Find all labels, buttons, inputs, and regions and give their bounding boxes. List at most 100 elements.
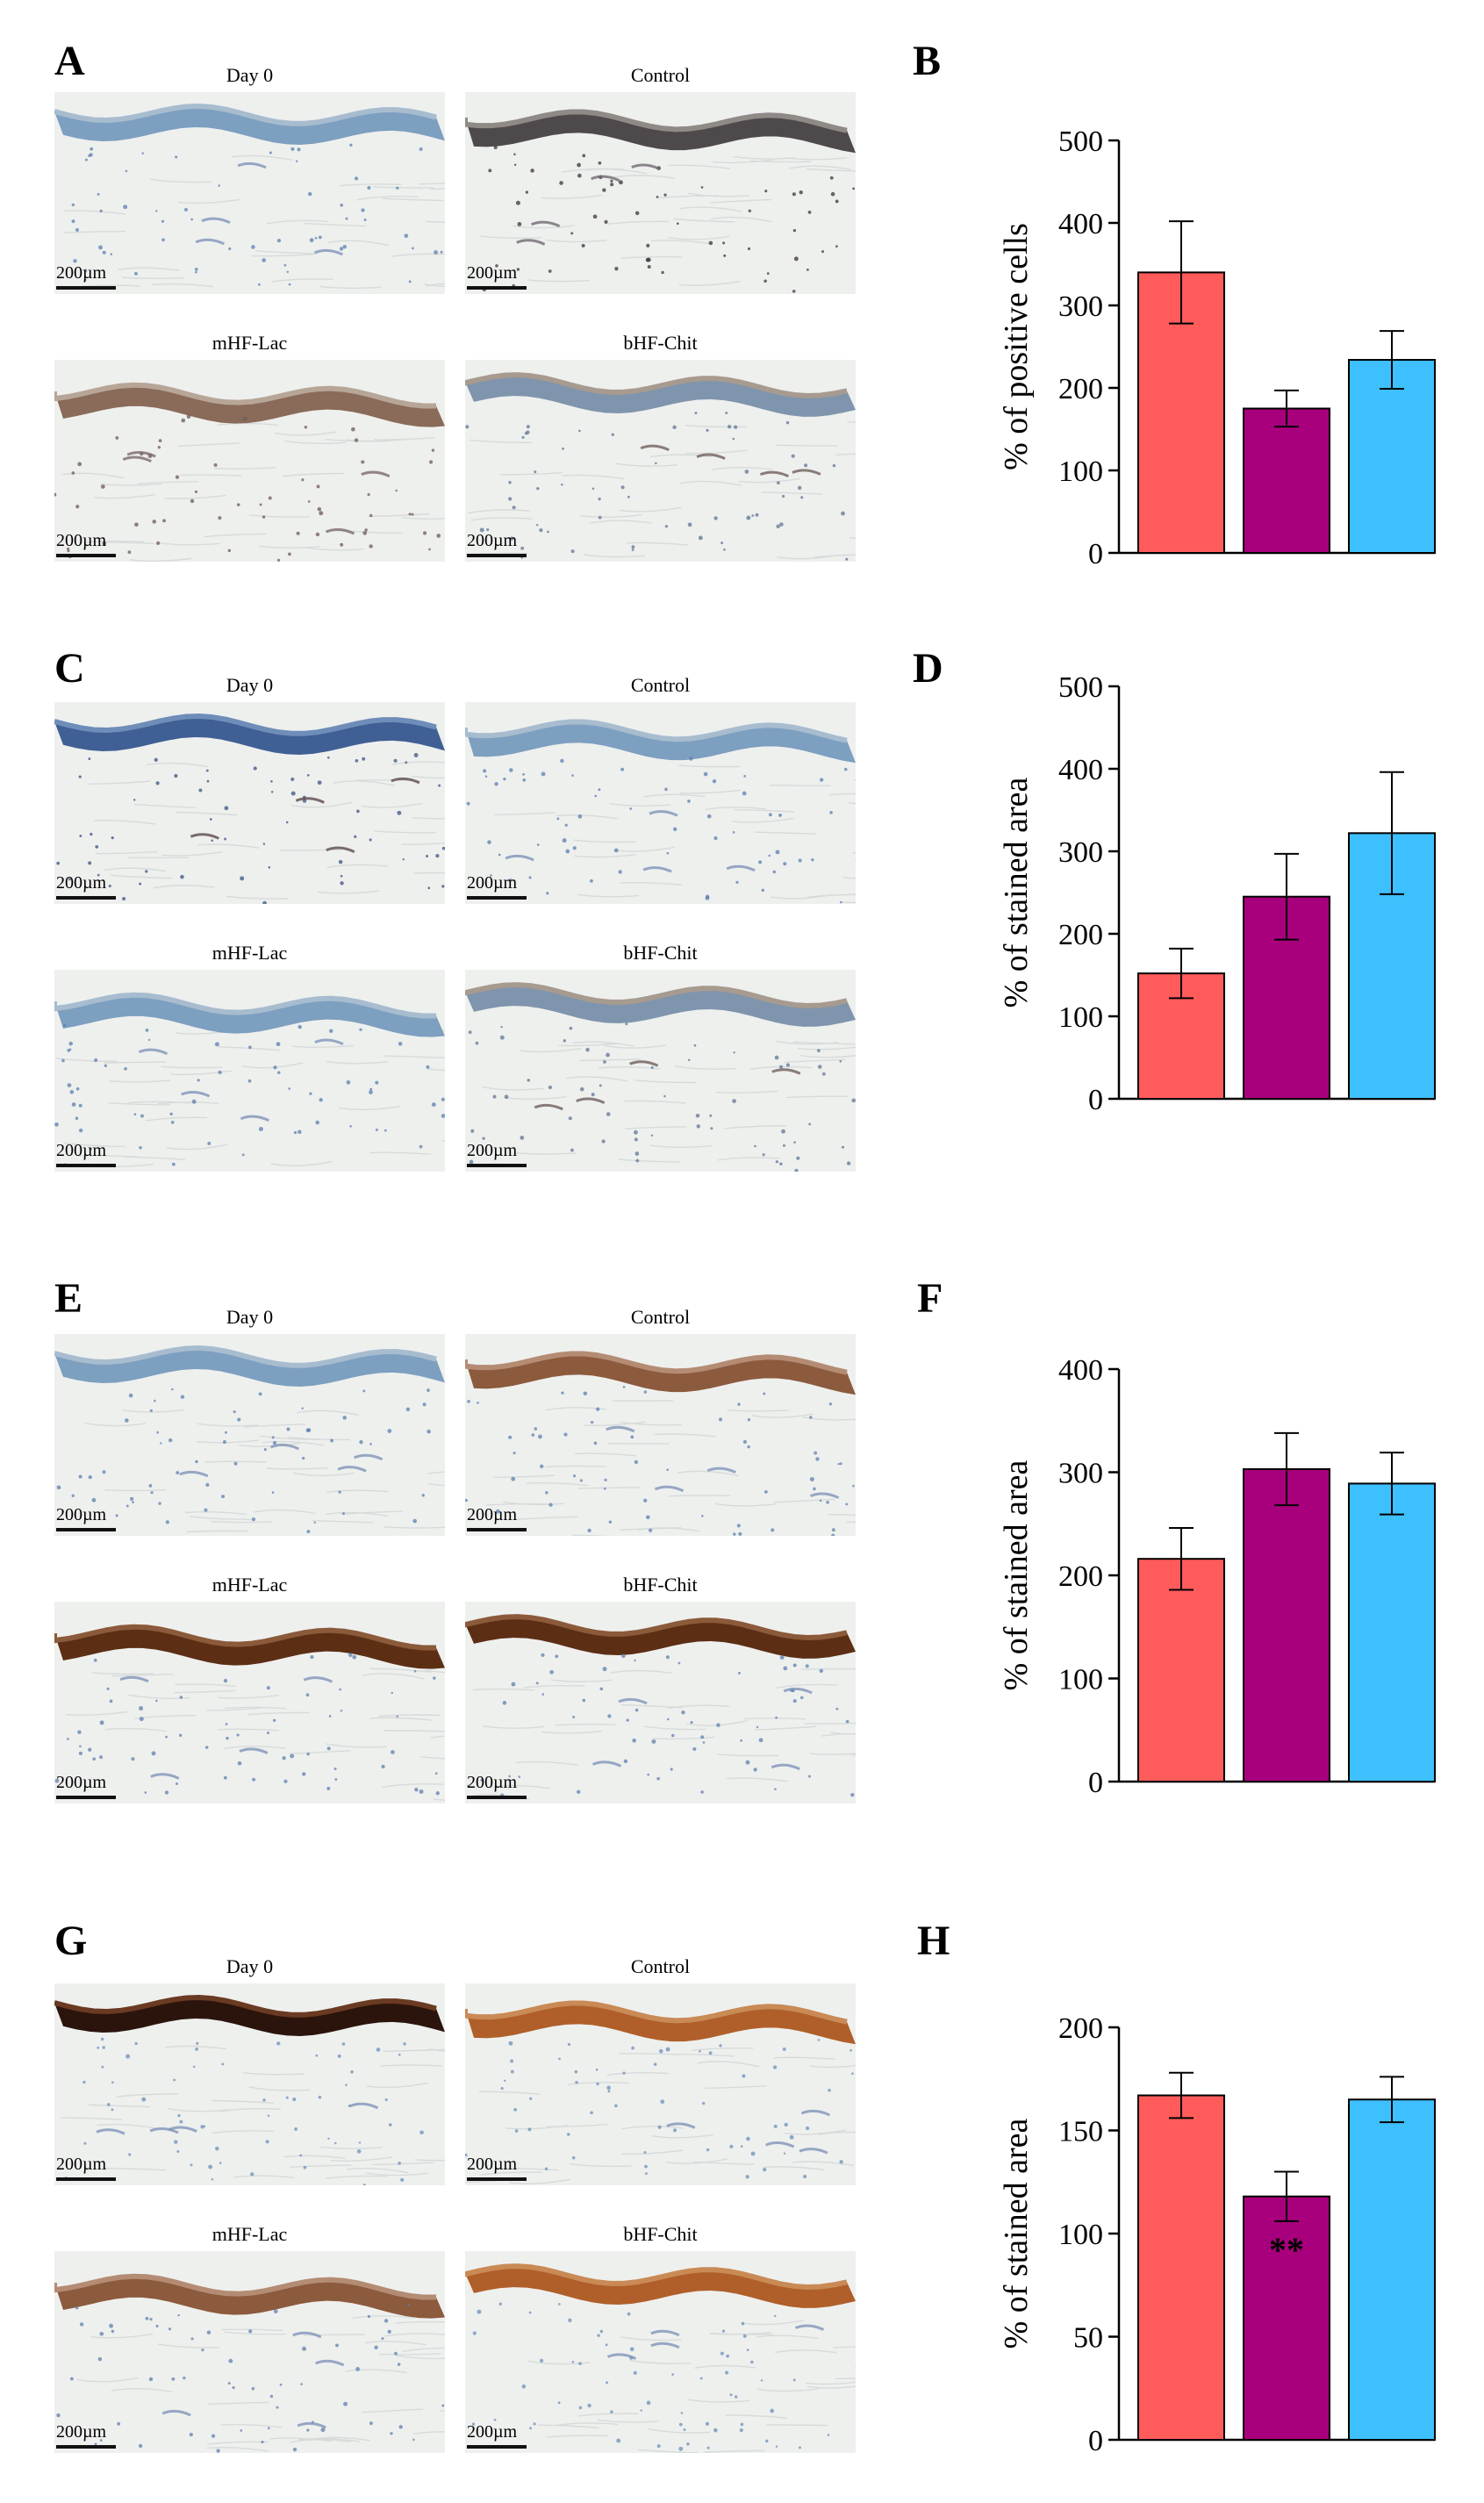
micrograph-image: [54, 360, 445, 562]
y-tick-label: 200: [1058, 373, 1103, 405]
y-tick-label: 400: [1058, 208, 1103, 240]
y-tick-label: 150: [1058, 2116, 1103, 2148]
micrograph-label: Day 0: [226, 1955, 274, 1977]
scale-bar: 200µm: [56, 263, 116, 290]
scale-bar-label: 200µm: [56, 2155, 107, 2174]
micrograph-label: bHF-Chit: [623, 332, 698, 354]
panel-letter-b: B: [913, 38, 942, 84]
y-tick-label: 100: [1058, 1001, 1103, 1034]
scale-bar: 200µm: [56, 531, 116, 557]
bar: [1348, 2098, 1436, 2441]
y-axis-label: % of stained area: [998, 778, 1035, 1008]
bar: [1348, 1482, 1436, 1783]
scale-bar-line: [467, 896, 527, 900]
micrograph-image: [54, 1983, 445, 2185]
scale-bar-line: [467, 2445, 527, 2449]
micrograph-label: mHF-Lac: [211, 1574, 288, 1596]
micrograph-image: [54, 1334, 445, 1536]
y-tick-label: 300: [1058, 836, 1103, 869]
micrograph-label: Control: [630, 1306, 691, 1328]
scale-bar: 200µm: [56, 1141, 116, 1167]
scale-bar: 200µm: [467, 2155, 527, 2181]
micrograph-label: mHF-Lac: [211, 942, 288, 964]
bar-chart-h: % of stained area 0 50 100 150 200 **: [998, 2012, 1436, 2457]
micrograph-label: Day 0: [226, 674, 274, 696]
bar: [1243, 2195, 1330, 2441]
micrograph-label: Control: [630, 64, 691, 86]
scale-bar-label: 200µm: [56, 2422, 107, 2442]
micrograph-label: bHF-Chit: [623, 1574, 698, 1596]
micrograph-image: [465, 92, 856, 294]
panel-letter-a: A: [54, 38, 85, 84]
scale-bar-label: 200µm: [56, 263, 107, 283]
micrograph-image: [465, 702, 856, 904]
chart-f: % of stained area 0 100 200 300 400: [965, 1343, 1457, 1821]
bar: [1348, 359, 1436, 555]
y-tick-label: 0: [1088, 1767, 1103, 1799]
y-axis-label: % of positive cells: [998, 223, 1035, 470]
y-tick-label: 200: [1058, 1560, 1103, 1593]
scale-bar: 200µm: [467, 1141, 527, 1167]
bar: [1243, 1467, 1330, 1782]
scale-bar-label: 200µm: [467, 263, 518, 283]
micrograph-label: mHF-Lac: [211, 2223, 288, 2245]
micrograph-label: Control: [630, 1955, 691, 1977]
scale-bar-line: [467, 2177, 527, 2181]
y-axis-label: % of stained area: [998, 1460, 1035, 1691]
y-tick-label: 300: [1058, 1458, 1103, 1490]
y-tick-label: 500: [1058, 671, 1103, 704]
scale-bar-line: [56, 1164, 116, 1167]
bar-chart-b: % of positive cells 0 100 200 300 400 500: [998, 126, 1436, 570]
micrograph-image: [465, 1602, 856, 1804]
bar-chart-d: % of stained area 0 100 200 300 400 500: [998, 671, 1436, 1116]
scale-bar-label: 200µm: [467, 1773, 518, 1792]
significance-marker: **: [1269, 2230, 1304, 2270]
y-tick-label: 200: [1058, 2012, 1103, 2045]
y-tick-label: 300: [1058, 290, 1103, 323]
y-axis-label: % of stained area: [998, 2119, 1035, 2349]
bar: [1137, 2094, 1225, 2442]
scale-bar-line: [467, 1796, 527, 1799]
scale-bar-line: [467, 1164, 527, 1167]
micrograph-image: [54, 702, 445, 904]
chart-d: % of stained area 0 100 200 300 400 500: [965, 660, 1457, 1138]
scale-bar-label: 200µm: [467, 2422, 518, 2442]
scale-bar-line: [56, 2445, 116, 2449]
panel-letter-h: H: [917, 1918, 950, 1964]
chart-h: % of stained area 0 50 100 150 200 **: [965, 2001, 1457, 2479]
panel-letter-f: F: [917, 1275, 943, 1322]
y-tick-label: 100: [1058, 455, 1103, 488]
scale-bar: 200µm: [467, 263, 527, 290]
scale-bar: 200µm: [467, 2422, 527, 2449]
micrograph-image: [465, 970, 856, 1172]
scale-bar: 200µm: [56, 1773, 116, 1799]
scale-bar: 200µm: [467, 873, 527, 900]
y-tick-label: 50: [1073, 2322, 1103, 2355]
micrograph-image: [54, 92, 445, 294]
panel-letter-e: E: [54, 1275, 83, 1322]
micrograph-label: Day 0: [226, 1306, 274, 1328]
scale-bar-label: 200µm: [56, 1141, 107, 1160]
scale-bar-line: [56, 1796, 116, 1799]
panel-letter-g: G: [54, 1918, 88, 1964]
micrograph-label: bHF-Chit: [623, 2223, 698, 2245]
y-tick-label: 200: [1058, 919, 1103, 951]
scale-bar-label: 200µm: [467, 873, 518, 893]
scale-bar: 200µm: [56, 2422, 116, 2449]
micrograph-label: Day 0: [226, 64, 274, 86]
y-tick-label: 100: [1058, 2219, 1103, 2251]
scale-bar-label: 200µm: [56, 1505, 107, 1524]
scale-bar-line: [56, 1528, 116, 1531]
scale-bar-line: [467, 1528, 527, 1531]
y-tick-label: 0: [1088, 538, 1103, 570]
panel-letter-d: D: [913, 645, 943, 692]
scale-bar-label: 200µm: [467, 1505, 518, 1524]
scale-bar-line: [56, 554, 116, 557]
micrograph-image: [54, 1602, 445, 1804]
scale-bar-label: 200µm: [56, 873, 107, 893]
scale-bar: 200µm: [467, 531, 527, 557]
y-tick-label: 0: [1088, 1084, 1103, 1116]
chart-b: % of positive cells 0 100 200 300 400 500: [965, 114, 1457, 592]
panel-letter-c: C: [54, 645, 85, 692]
scale-bar-label: 200µm: [467, 531, 518, 550]
